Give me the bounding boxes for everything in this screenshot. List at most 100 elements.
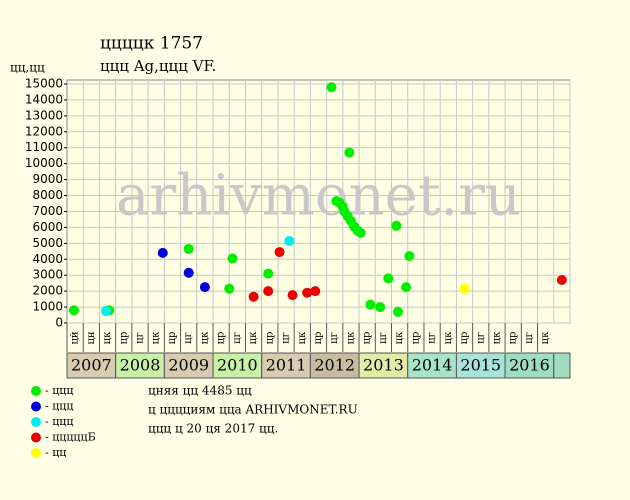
plot-area — [66, 79, 571, 324]
point — [355, 227, 366, 238]
year-label: 2013 — [363, 356, 404, 375]
year-cell — [66, 352, 117, 379]
year-label: 2011 — [266, 356, 307, 375]
year-cell — [504, 352, 555, 379]
point — [157, 247, 168, 258]
year-label: 2016 — [509, 356, 550, 375]
column-label: цр — [459, 332, 470, 345]
y-axis-label: цц,цц — [10, 61, 45, 75]
y-tick-label: 12000 — [25, 124, 63, 138]
point — [287, 290, 298, 301]
column-label: цг — [378, 332, 389, 344]
legend-marker — [31, 401, 41, 412]
point — [284, 235, 295, 246]
y-tick-label: 15000 — [25, 76, 63, 90]
y-tick-label: 10000 — [25, 156, 63, 170]
point — [393, 306, 404, 317]
column-label: цг — [183, 332, 194, 344]
y-tick-label: 14000 — [25, 92, 63, 106]
year-cell — [309, 352, 360, 379]
column-label: цк — [491, 331, 502, 344]
point — [199, 282, 210, 293]
point — [248, 291, 259, 302]
column-label: цк — [345, 331, 356, 344]
chart-title: ццццк 1757 — [100, 34, 203, 54]
point — [404, 251, 415, 262]
column-label: цн — [86, 331, 97, 344]
legend-label: - ццц — [45, 400, 73, 413]
point — [391, 220, 402, 231]
year-label: 2007 — [71, 356, 112, 375]
point — [302, 287, 313, 298]
point — [375, 302, 386, 313]
point — [274, 247, 285, 258]
legend-marker — [31, 448, 41, 458]
column-label: цг — [524, 332, 535, 344]
note: ццц ц 20 ця 2017 цц. — [148, 422, 278, 436]
point — [183, 267, 194, 278]
year-cell — [553, 352, 571, 379]
year-label: 2012 — [314, 356, 355, 375]
year-cell — [455, 352, 506, 379]
column-label: цг — [232, 332, 243, 344]
y-tick-label: 2000 — [32, 284, 63, 298]
y-tick-label: 11000 — [25, 140, 63, 154]
y-tick-label: 3000 — [32, 268, 63, 282]
column-label: цк — [540, 331, 551, 344]
column-label: цр — [410, 332, 421, 345]
column-label: цк — [199, 331, 210, 344]
note: ц цццциям цца ARHIVMONET.RU — [148, 403, 358, 417]
legend-marker — [31, 417, 41, 427]
y-tick-label: 9000 — [32, 172, 63, 186]
y-tick-label: 6000 — [32, 220, 63, 234]
point — [401, 282, 412, 293]
point — [344, 147, 355, 158]
point — [383, 273, 394, 284]
column-label: цг — [135, 332, 146, 344]
point — [326, 82, 337, 93]
point — [459, 283, 470, 294]
point — [310, 286, 321, 297]
column-label: цр — [508, 332, 519, 345]
year-cell — [115, 352, 165, 379]
legend-label: - цццццБ — [45, 431, 96, 444]
column-label: цг — [475, 332, 486, 344]
year-cell — [358, 352, 409, 379]
legend-label: - цц — [45, 446, 66, 459]
column-label: цр — [362, 332, 373, 345]
year-label: 2015 — [460, 356, 501, 375]
legend-marker — [31, 432, 41, 443]
point — [224, 283, 235, 294]
column-label: цг — [427, 332, 438, 344]
column-label: цр — [264, 332, 275, 345]
point — [263, 268, 274, 279]
year-label: 2010 — [217, 356, 258, 375]
year-cell — [407, 352, 457, 379]
column-label: цр — [167, 332, 178, 345]
column-label: цр — [313, 332, 324, 345]
year-label: 2014 — [412, 356, 453, 375]
y-tick-label: 1000 — [32, 300, 63, 314]
y-tick-label: 7000 — [32, 204, 63, 218]
y-tick-label: 8000 — [32, 188, 63, 202]
column-label: цк — [151, 331, 162, 344]
chart-subtitle: ццц Ag,ццц VF. — [100, 57, 216, 75]
note: цняя цц 4485 цц — [148, 384, 252, 398]
y-tick-label: 5000 — [32, 236, 63, 250]
year-label: 2008 — [120, 356, 161, 375]
column-label: цг — [329, 332, 340, 344]
column-label: цр — [216, 332, 227, 345]
year-cell — [261, 352, 311, 379]
legend-label: - ццц — [45, 415, 73, 428]
column-label: цк — [102, 331, 113, 344]
legend-marker — [31, 386, 41, 396]
column-label: цк — [394, 331, 405, 344]
column-label: цр — [118, 332, 129, 345]
column-label: цк — [297, 331, 308, 344]
y-tick-label: 13000 — [25, 108, 63, 122]
year-label: 2009 — [168, 356, 209, 375]
year-cell — [163, 352, 214, 379]
point — [556, 274, 567, 285]
legend-label: - ццц — [45, 384, 73, 397]
